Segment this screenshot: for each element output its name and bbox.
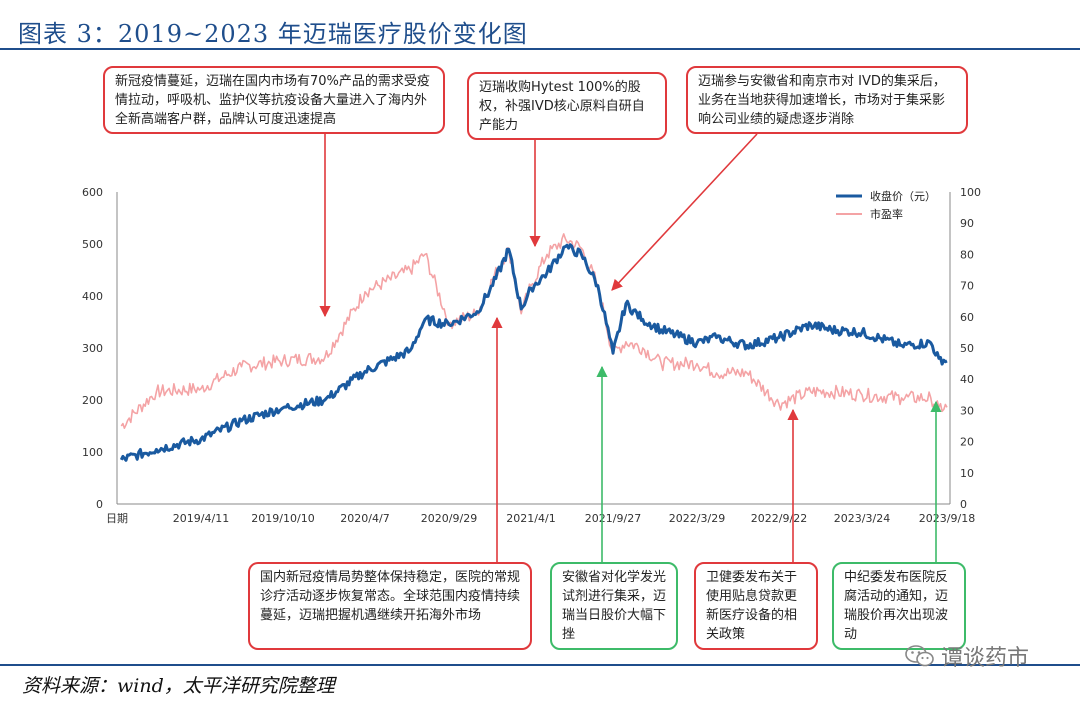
callout-loan-policy: 卫健委发布关于使用贴息贷款更新医疗设备的相关政策 [694, 562, 818, 650]
x-tick-label: 2021/4/1 [506, 512, 555, 525]
chart-legend: 收盘价（元） 市盈率 [836, 189, 936, 221]
series-line-pe [120, 233, 948, 430]
chart-series [119, 233, 948, 462]
y-left-tick-label: 500 [82, 238, 103, 251]
y-left-tick-label: 300 [82, 342, 103, 355]
watermark-text: 谭谈药市 [941, 646, 1030, 671]
y-left-tick-label: 400 [82, 290, 103, 303]
y-left-tick-label: 0 [96, 498, 103, 511]
x-tick-label: 2023/9/18 [919, 512, 975, 525]
y-right-tick-label: 40 [960, 373, 974, 386]
callout-arrows [319, 133, 942, 562]
x-tick-label: 2023/3/24 [834, 512, 890, 525]
y-right-tick-label: 60 [960, 311, 974, 324]
y-right-tick-label: 30 [960, 404, 974, 417]
legend-label-price: 收盘价（元） [870, 189, 936, 203]
x-tick-label: 2022/9/22 [751, 512, 807, 525]
y-right-tick-label: 80 [960, 248, 974, 261]
legend-label-pe: 市盈率 [870, 207, 903, 221]
callout-ivd-procurement: 迈瑞参与安徽省和南京市对 IVD的集采后，业务在当地获得加速增长，市场对于集采影… [686, 66, 968, 134]
callout-covid-demand: 新冠疫情蔓延，迈瑞在国内市场有70%产品的需求受疫情拉动，呼吸机、监护仪等抗疫设… [103, 66, 445, 134]
title-divider [0, 48, 1080, 50]
y-right-tick-label: 70 [960, 280, 974, 293]
watermark: 谭谈药市 [905, 640, 1029, 672]
y-right-tick-label: 10 [960, 467, 974, 480]
x-tick-label: 2020/9/29 [421, 512, 477, 525]
y-left-tick-label: 200 [82, 394, 103, 407]
y-right-tick-label: 100 [960, 186, 981, 199]
series-line-price [119, 243, 948, 462]
x-tick-label: 2022/3/29 [669, 512, 725, 525]
x-tick-label: 2019/4/11 [173, 512, 229, 525]
callout-domestic-recovery: 国内新冠疫情局势整体保持稳定，医院的常规诊疗活动逐步恢复常态。全球范围内疫情持续… [248, 562, 532, 650]
y-left-tick-label: 100 [82, 446, 103, 459]
footer-divider [0, 664, 1080, 666]
callout-arrow [611, 133, 758, 291]
callout-anhui-procurement: 安徽省对化学发光试剂进行集采，迈瑞当日股价大幅下挫 [550, 562, 678, 650]
x-tick-label: 2021/9/27 [585, 512, 641, 525]
y-right-tick-label: 20 [960, 436, 974, 449]
chart-axes: 0 100 200 300 400 500 600 0 10 20 30 40 50 60 70 80 90 10… [82, 186, 981, 525]
y-right-tick-label: 50 [960, 342, 974, 355]
figure-title: 图表 3：2019~2023 年迈瑞医疗股价变化图 [18, 20, 528, 48]
y-left-tick-label: 600 [82, 186, 103, 199]
x-tick-label: 2019/10/10 [251, 512, 314, 525]
x-axis-label: 日期 [106, 512, 128, 525]
source-note: 资料来源：wind，太平洋研究院整理 [22, 675, 335, 697]
y-right-tick-label: 0 [960, 498, 967, 511]
callout-hytest-acquisition: 迈瑞收购Hytest 100%的股权，补强IVD核心原料自研自产能力 [467, 72, 667, 140]
y-right-tick-label: 90 [960, 217, 974, 230]
x-tick-label: 2020/4/7 [340, 512, 389, 525]
callout-anti-corruption: 中纪委发布医院反腐活动的通知，迈瑞股价再次出现波动 [832, 562, 966, 650]
wechat-icon [905, 645, 934, 667]
